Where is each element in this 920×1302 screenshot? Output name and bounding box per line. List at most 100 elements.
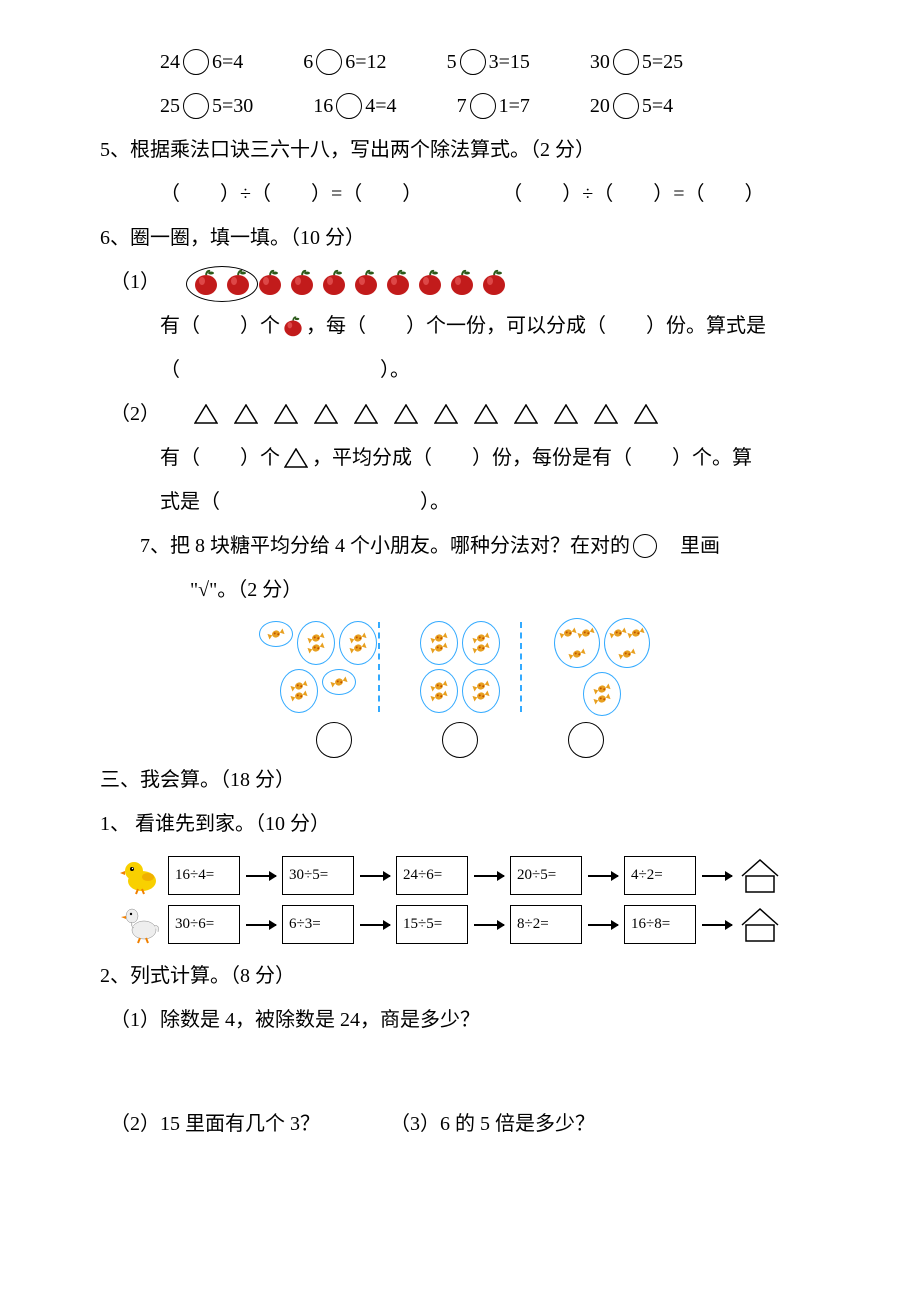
eq-a: 20 bbox=[590, 84, 610, 128]
triangle-icon bbox=[394, 404, 418, 424]
q6-2-label: （2） bbox=[110, 392, 160, 436]
goose-icon bbox=[120, 906, 162, 944]
candy-icon bbox=[577, 628, 595, 638]
eq-a: 5 bbox=[447, 40, 457, 84]
calc-box[interactable]: 8÷2= bbox=[510, 905, 582, 944]
q6-1-label: （1） bbox=[110, 260, 160, 304]
apple-icon bbox=[288, 268, 316, 296]
candy-icon bbox=[307, 643, 325, 653]
answer-circle[interactable] bbox=[568, 722, 604, 758]
chain-1: 16÷4= 30÷5= 24÷6= 20÷5= 4÷2= bbox=[100, 856, 820, 895]
apple-icon bbox=[320, 268, 348, 296]
eq-b: 4=4 bbox=[365, 84, 396, 128]
eq[interactable]: 25 5=30 bbox=[160, 84, 253, 128]
calc-box[interactable]: 30÷6= bbox=[168, 905, 240, 944]
apple-icon bbox=[480, 268, 508, 296]
eq-a: 6 bbox=[303, 40, 313, 84]
calc-box[interactable]: 6÷3= bbox=[282, 905, 354, 944]
candy-icon bbox=[290, 691, 308, 701]
answer-circle[interactable] bbox=[442, 722, 478, 758]
arrow-icon bbox=[360, 924, 390, 926]
calc-box[interactable]: 20÷5= bbox=[510, 856, 582, 895]
sec3-q2: 2、列式计算。（8 分） bbox=[100, 954, 820, 998]
calc-box[interactable]: 4÷2= bbox=[624, 856, 696, 895]
candy-wrap bbox=[420, 669, 458, 713]
apple-icon bbox=[384, 268, 412, 296]
answer-circles bbox=[100, 722, 820, 758]
triangle-icon bbox=[234, 404, 258, 424]
triangle-row bbox=[190, 404, 662, 424]
calc-box[interactable]: 16÷4= bbox=[168, 856, 240, 895]
arrow-icon bbox=[588, 924, 618, 926]
candy-icon bbox=[472, 643, 490, 653]
arrow-icon bbox=[246, 875, 276, 877]
blank-circle[interactable] bbox=[316, 49, 342, 75]
q5-blanks: （ ）÷（ ）=（ ） （ ）÷（ ）=（ ） bbox=[100, 172, 820, 216]
arrow-icon bbox=[702, 924, 732, 926]
chick-icon bbox=[120, 857, 162, 895]
eq-a: 24 bbox=[160, 40, 180, 84]
candy-icon bbox=[618, 649, 636, 659]
apple-icon bbox=[448, 268, 476, 296]
q6-2-triangles: （2） bbox=[100, 392, 820, 436]
calc-box[interactable]: 24÷6= bbox=[396, 856, 468, 895]
candy-wrap bbox=[462, 669, 500, 713]
candy-icon bbox=[627, 628, 645, 638]
circled-group bbox=[186, 266, 258, 302]
triangle-icon bbox=[634, 404, 658, 424]
triangle-icon bbox=[434, 404, 458, 424]
candy-wrap bbox=[462, 621, 500, 665]
eq-b: 6=12 bbox=[345, 40, 386, 84]
eq[interactable]: 24 6=4 bbox=[160, 40, 243, 84]
triangle-icon bbox=[514, 404, 538, 424]
q6-1-text: 有（ ）个 ，每（ ）个一份，可以分成（ ）份。算式是 bbox=[100, 304, 820, 348]
candy-wrap bbox=[583, 672, 621, 716]
candy-icon bbox=[593, 694, 611, 704]
triangle-icon bbox=[284, 448, 308, 468]
eq-a: 16 bbox=[313, 84, 333, 128]
eq[interactable]: 6 6=12 bbox=[303, 40, 386, 84]
arrow-icon bbox=[360, 875, 390, 877]
blank-circle[interactable] bbox=[183, 93, 209, 119]
calc-box[interactable]: 16÷8= bbox=[624, 905, 696, 944]
division-blank[interactable]: （ ）÷（ ）=（ ） bbox=[502, 172, 764, 216]
candy-wrap bbox=[259, 621, 293, 647]
sec3-title: 三、我会算。（18 分） bbox=[100, 758, 820, 802]
eq[interactable]: 5 3=15 bbox=[447, 40, 530, 84]
candy-wrap bbox=[339, 621, 377, 665]
candy-wrap bbox=[280, 669, 318, 713]
answer-circle[interactable] bbox=[316, 722, 352, 758]
candy-wrap bbox=[604, 618, 650, 668]
blank-circle[interactable] bbox=[336, 93, 362, 119]
candy-wrap bbox=[554, 618, 600, 668]
division-blank[interactable]: （ ）÷（ ）=（ ） bbox=[160, 172, 422, 216]
eq[interactable]: 30 5=25 bbox=[590, 40, 683, 84]
q7-title: 7、把 8 块糖平均分给 4 个小朋友。哪种分法对？在对的 bbox=[140, 524, 630, 568]
q7-title-row: 7、把 8 块糖平均分给 4 个小朋友。哪种分法对？在对的 里画 bbox=[100, 524, 820, 568]
eq-b: 6=4 bbox=[212, 40, 243, 84]
blank-circle[interactable] bbox=[613, 49, 639, 75]
candy-groups bbox=[100, 622, 820, 712]
eq-b: 5=25 bbox=[642, 40, 683, 84]
calc-box[interactable]: 30÷5= bbox=[282, 856, 354, 895]
eq[interactable]: 71=7 bbox=[457, 84, 530, 128]
blank-circle[interactable] bbox=[613, 93, 639, 119]
arrow-icon bbox=[702, 875, 732, 877]
blank-circle[interactable] bbox=[460, 49, 486, 75]
eq-a: 25 bbox=[160, 84, 180, 128]
candy-group bbox=[400, 622, 522, 712]
blank-circle[interactable] bbox=[470, 93, 496, 119]
eq-b: 5=4 bbox=[642, 84, 673, 128]
text: 里画 bbox=[680, 524, 720, 568]
q4-row2: 25 5=30 16 4=4 71=7 20 5=4 bbox=[100, 84, 820, 128]
q5-title: 5、根据乘法口诀三六十八，写出两个除法算式。（2 分） bbox=[100, 128, 820, 172]
triangle-icon bbox=[594, 404, 618, 424]
arrow-icon bbox=[588, 875, 618, 877]
candy-icon bbox=[568, 649, 586, 659]
eq[interactable]: 16 4=4 bbox=[313, 84, 396, 128]
calc-box[interactable]: 15÷5= bbox=[396, 905, 468, 944]
arrow-icon bbox=[474, 875, 504, 877]
blank-circle[interactable] bbox=[183, 49, 209, 75]
eq[interactable]: 20 5=4 bbox=[590, 84, 673, 128]
candy-group bbox=[542, 622, 662, 712]
